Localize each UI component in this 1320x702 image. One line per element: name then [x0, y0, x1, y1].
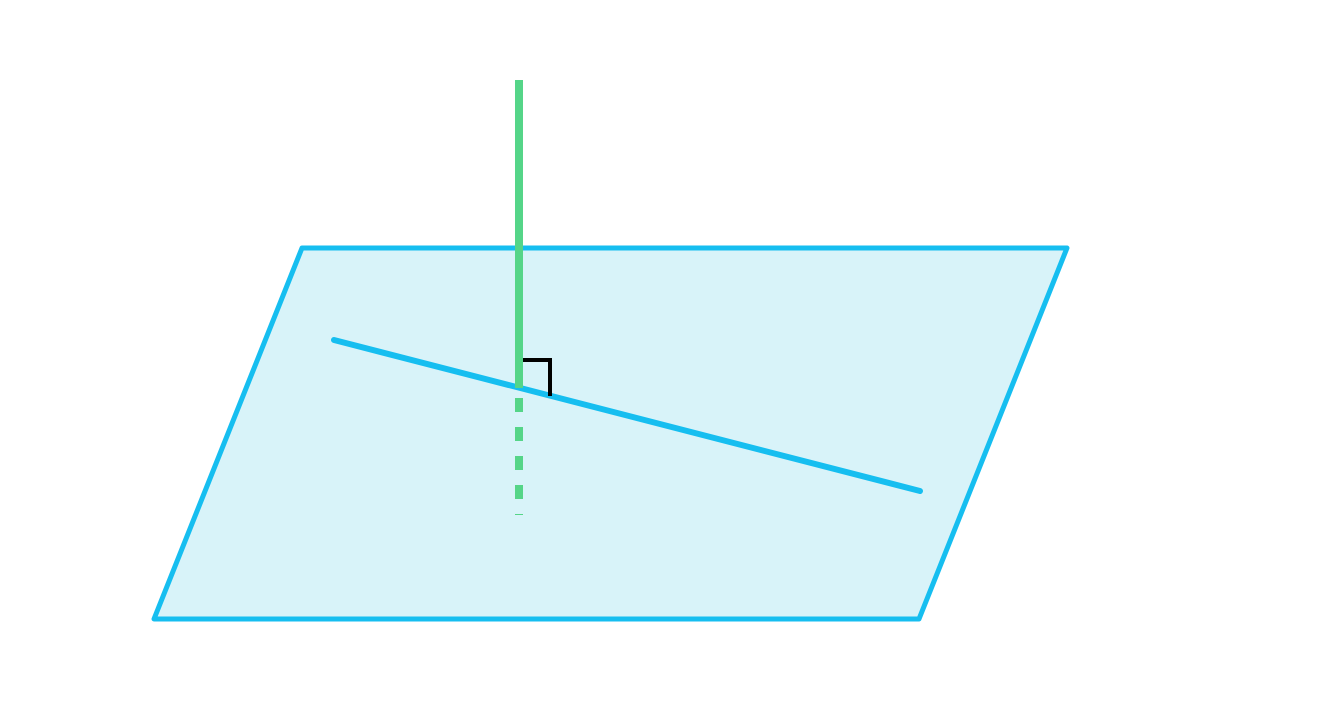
plane-parallelogram: [154, 248, 1067, 619]
geometry-diagram: [0, 0, 1320, 702]
